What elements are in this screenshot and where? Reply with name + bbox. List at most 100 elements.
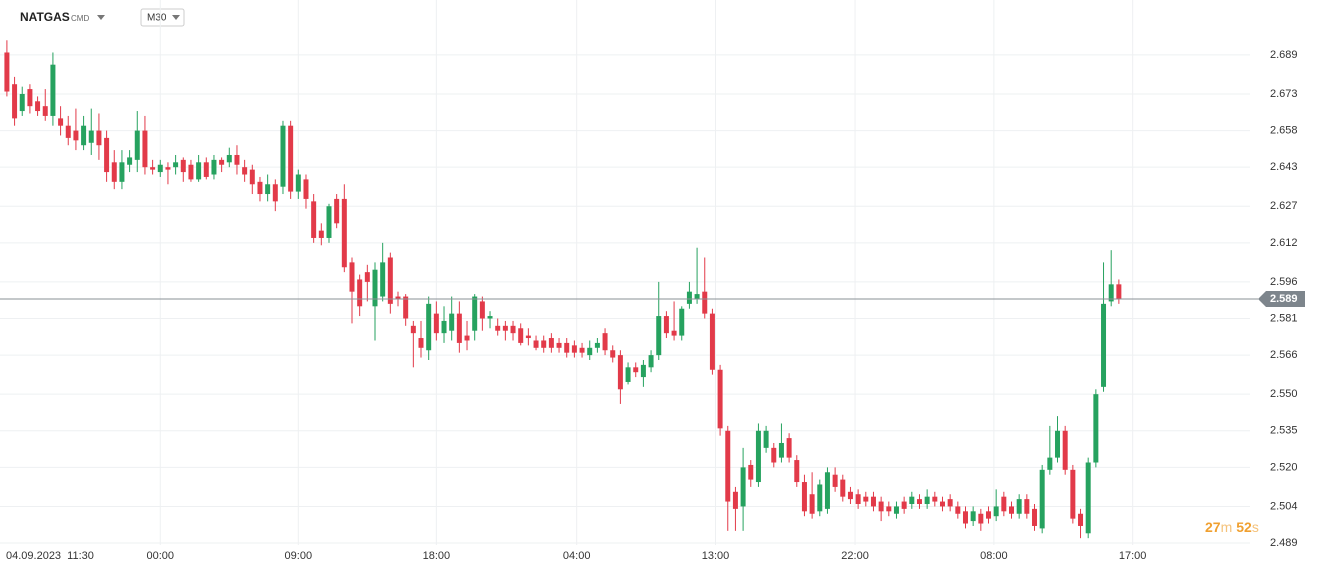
candle-body	[226, 154, 232, 163]
candle-body	[272, 184, 278, 202]
y-tick-label: 2.596	[1270, 276, 1298, 288]
candle-body	[157, 164, 163, 173]
candle-body	[372, 269, 378, 307]
candle-body	[617, 355, 623, 390]
candle-body	[809, 494, 815, 514]
candle-body	[19, 93, 25, 112]
candle-body	[502, 325, 508, 331]
candle-body	[364, 272, 370, 282]
candle-body	[357, 279, 363, 307]
candle-body	[81, 125, 87, 146]
candle-body	[824, 472, 830, 509]
candle-body	[748, 464, 754, 480]
candle-body	[42, 106, 48, 116]
candle-body	[111, 162, 117, 182]
candle-body	[1116, 284, 1122, 299]
y-tick-label: 2.489	[1270, 537, 1298, 549]
candle-body	[1009, 506, 1015, 514]
interval-button[interactable]	[140, 8, 185, 27]
candle-body	[556, 342, 562, 348]
candle-body	[962, 511, 968, 524]
candle-body	[610, 350, 616, 358]
candle-body	[88, 130, 94, 143]
candle-body	[518, 328, 524, 343]
candle-body	[257, 181, 263, 195]
candle-body	[1032, 508, 1038, 526]
interval: M30	[147, 13, 167, 24]
candle-body	[334, 198, 340, 224]
candle-body	[35, 101, 41, 112]
candle-body	[932, 496, 938, 502]
candle-body	[188, 164, 194, 180]
x-tick-label: 08:00	[980, 550, 1008, 562]
candle-body	[985, 511, 991, 519]
candle-body	[180, 159, 186, 173]
candle-body	[732, 491, 738, 509]
candle-body	[1062, 430, 1068, 470]
candle-body	[625, 367, 631, 382]
candle-body	[993, 506, 999, 517]
candle-body	[571, 345, 577, 353]
symbol-dropdown[interactable]	[97, 15, 105, 20]
candle-body	[548, 338, 554, 348]
candle-body	[840, 479, 846, 497]
candle-body	[1039, 469, 1045, 529]
candle-body	[410, 325, 416, 334]
candle-body	[58, 118, 64, 126]
candle-body	[541, 340, 547, 348]
candle-body	[587, 347, 593, 356]
candle-body	[564, 342, 570, 353]
candle-body	[525, 335, 531, 339]
candle-body	[633, 367, 639, 373]
countdown: 27m 52s	[1205, 519, 1259, 535]
candle-body	[104, 137, 110, 173]
candle-body	[1093, 394, 1099, 463]
candle-body	[847, 491, 853, 500]
candle-body	[579, 347, 585, 353]
candle-body	[65, 125, 71, 138]
y-tick-label: 2.643	[1270, 161, 1298, 173]
y-tick-label: 2.627	[1270, 200, 1298, 212]
candle-body	[947, 499, 953, 507]
candle-body	[694, 294, 700, 299]
y-tick-label: 2.535	[1270, 425, 1298, 437]
candle-body	[886, 506, 892, 512]
symbol[interactable]: NATGAS	[20, 10, 70, 24]
y-tick-label: 2.520	[1270, 461, 1298, 473]
candle-body	[602, 333, 608, 351]
candle-body	[303, 179, 309, 199]
candle-body	[878, 501, 884, 512]
candle-body	[686, 291, 692, 304]
x-tick-label: 09:00	[285, 550, 313, 562]
candle-body	[763, 430, 769, 448]
candle-body	[280, 125, 286, 187]
x-tick-label: 04:00	[563, 550, 591, 562]
candle-body	[901, 501, 907, 509]
candle-body	[801, 482, 807, 512]
candle-body	[755, 430, 761, 483]
candle-body	[771, 447, 777, 463]
candle-body	[242, 167, 248, 175]
candle-body	[50, 64, 56, 116]
x-tick-label: 17:00	[1119, 550, 1147, 562]
y-tick-label: 2.504	[1270, 500, 1298, 512]
candle-body	[12, 84, 18, 119]
candle-body	[870, 496, 876, 507]
candle-body	[441, 320, 447, 334]
candle-body	[464, 335, 470, 341]
candle-body	[479, 301, 485, 319]
candle-body	[265, 184, 271, 195]
candle-body	[1047, 457, 1053, 470]
last-price-label: 2.589	[1270, 293, 1298, 305]
candle-body	[27, 89, 33, 107]
candle-body	[656, 316, 662, 356]
candle-body	[456, 313, 462, 343]
y-tick-label: 2.550	[1270, 388, 1298, 400]
candle-body	[150, 167, 156, 170]
candle-body	[955, 506, 961, 514]
candle-body	[909, 496, 915, 504]
candle-body	[403, 296, 409, 319]
candle-body	[778, 442, 784, 458]
candle-body	[1024, 499, 1030, 514]
